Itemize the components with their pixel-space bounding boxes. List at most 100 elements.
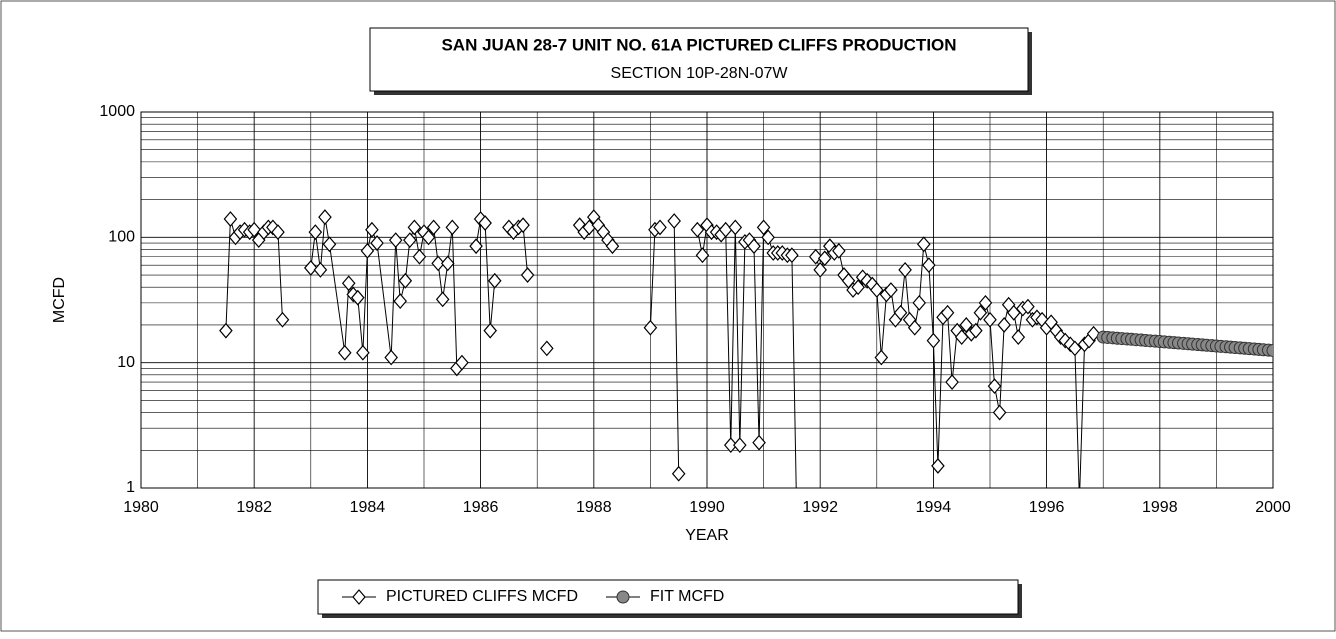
marker <box>271 224 285 241</box>
data-line <box>225 215 1094 488</box>
marker <box>667 213 681 229</box>
marker <box>752 434 766 451</box>
marker <box>978 294 993 311</box>
x-tick-label: 1994 <box>916 499 952 516</box>
marker <box>440 255 455 272</box>
marker <box>884 282 898 298</box>
marker <box>756 219 771 236</box>
plot-area <box>219 209 1273 507</box>
marker <box>992 404 1007 421</box>
marker <box>912 294 927 311</box>
marker <box>478 215 492 231</box>
x-tick-label: 1990 <box>689 499 725 516</box>
marker <box>388 232 403 249</box>
marker <box>516 217 530 234</box>
marker <box>350 289 365 306</box>
marker <box>785 247 799 264</box>
marker <box>817 250 832 267</box>
marker <box>898 261 912 278</box>
marker <box>1073 493 1085 507</box>
marker <box>1068 340 1082 357</box>
marker <box>643 319 658 336</box>
marker <box>1086 325 1101 342</box>
y-tick-label: 10 <box>117 354 135 371</box>
x-tick-label: 1992 <box>802 499 838 516</box>
marker <box>870 282 884 298</box>
marker <box>360 242 375 259</box>
marker <box>893 304 908 321</box>
chart-title: SAN JUAN 28-7 UNIT NO. 61A PICTURED CLIF… <box>441 35 956 54</box>
marker <box>407 219 422 236</box>
marker <box>733 437 747 454</box>
marker <box>987 378 1002 395</box>
marker <box>983 311 997 328</box>
marker <box>940 304 955 321</box>
marker <box>1021 298 1035 315</box>
marker <box>808 248 823 265</box>
marker <box>318 209 332 226</box>
marker <box>931 458 945 474</box>
legend-label: FIT MCFD <box>650 588 724 605</box>
y-tick-label: 1000 <box>99 103 135 120</box>
marker <box>728 219 743 236</box>
marker <box>874 349 889 366</box>
x-tick-label: 1984 <box>350 499 386 516</box>
x-tick-label: 1998 <box>1142 499 1178 516</box>
x-axis-label: YEAR <box>685 527 729 544</box>
marker <box>922 257 936 274</box>
marker <box>341 275 356 292</box>
marker <box>907 319 922 336</box>
marker <box>403 232 417 249</box>
marker <box>445 219 460 236</box>
marker <box>616 590 630 604</box>
marker <box>671 465 686 482</box>
marker <box>813 261 827 278</box>
y-axis-label: MCFD <box>51 277 68 323</box>
marker <box>690 221 705 238</box>
marker <box>435 291 450 308</box>
marker <box>412 248 427 265</box>
marker <box>969 322 983 339</box>
marker <box>540 340 554 357</box>
marker <box>421 229 436 246</box>
marker <box>1011 329 1026 346</box>
marker <box>747 238 761 255</box>
marker <box>1266 344 1273 358</box>
x-tick-label: 1988 <box>576 499 612 516</box>
marker <box>275 311 290 328</box>
marker <box>469 238 483 255</box>
marker <box>926 332 941 349</box>
marker <box>483 322 498 339</box>
y-tick-label: 1 <box>126 479 135 496</box>
legend-box <box>317 579 1019 615</box>
marker <box>365 221 379 238</box>
marker <box>337 344 352 361</box>
marker <box>761 229 775 246</box>
marker <box>247 221 261 238</box>
plot-frame <box>140 111 1274 489</box>
marker <box>308 224 323 241</box>
marker <box>356 344 370 361</box>
marker <box>393 293 408 310</box>
marker <box>695 247 710 264</box>
marker <box>723 437 738 454</box>
x-tick-label: 1980 <box>123 499 159 516</box>
marker <box>370 235 384 251</box>
marker <box>605 238 620 255</box>
x-tick-label: 1986 <box>463 499 499 516</box>
marker <box>431 255 445 272</box>
x-tick-label: 1996 <box>1029 499 1065 516</box>
marker <box>322 236 337 253</box>
x-tick-label: 1982 <box>236 499 272 516</box>
legend-label: PICTURED CLIFFS MCFD <box>386 588 578 605</box>
marker <box>398 272 413 289</box>
marker <box>455 354 469 371</box>
y-tick-label: 100 <box>108 229 135 246</box>
marker <box>916 236 931 253</box>
title-box <box>369 27 1029 92</box>
marker <box>851 279 865 296</box>
x-tick-label: 2000 <box>1255 499 1291 516</box>
